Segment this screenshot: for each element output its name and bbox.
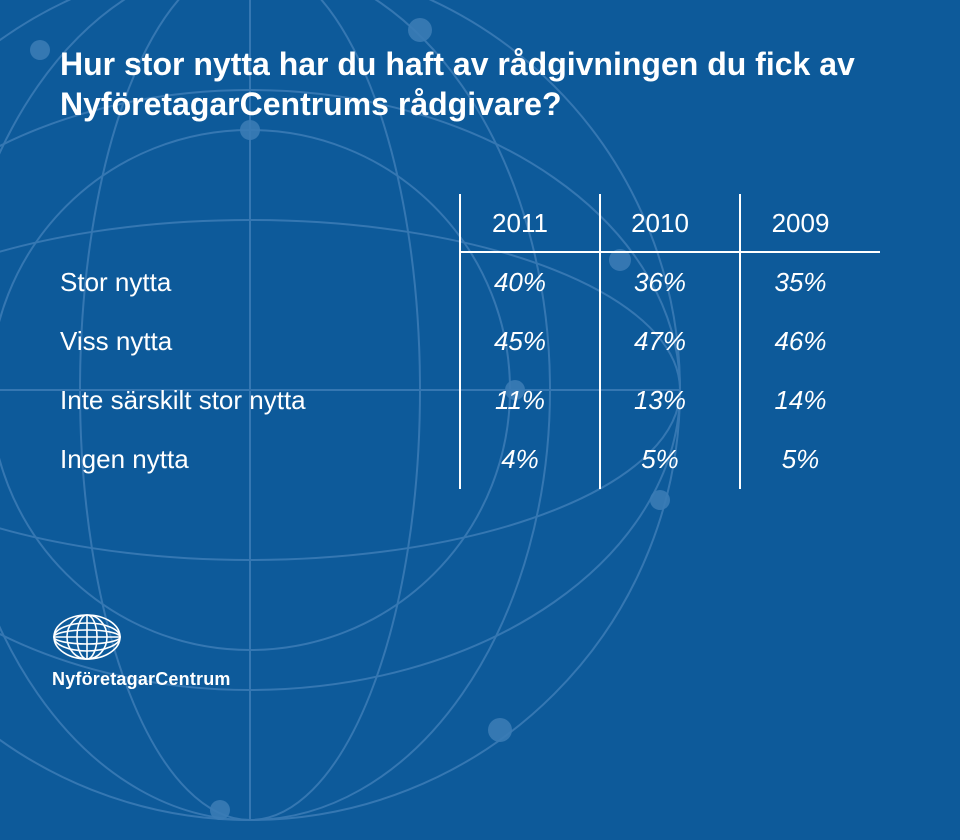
- table-row: Viss nytta 45% 47% 46%: [60, 312, 880, 371]
- row-label: Ingen nytta: [60, 430, 460, 489]
- table-row: Stor nytta 40% 36% 35%: [60, 252, 880, 312]
- cell-value: 46%: [740, 312, 880, 371]
- brand-logo: NyföretagarCentrum: [52, 613, 231, 690]
- cell-value: 45%: [460, 312, 600, 371]
- globe-icon: [52, 613, 122, 661]
- cell-value: 5%: [600, 430, 740, 489]
- cell-value: 47%: [600, 312, 740, 371]
- table-col-2011: 2011: [460, 194, 600, 252]
- table-col-2009: 2009: [740, 194, 880, 252]
- cell-value: 14%: [740, 371, 880, 430]
- table-row: Ingen nytta 4% 5% 5%: [60, 430, 880, 489]
- table-header-row: 2011 2010 2009: [60, 194, 880, 252]
- cell-value: 36%: [600, 252, 740, 312]
- brand-name: NyföretagarCentrum: [52, 669, 231, 690]
- cell-value: 5%: [740, 430, 880, 489]
- cell-value: 4%: [460, 430, 600, 489]
- table-header-empty: [60, 194, 460, 252]
- table-row: Inte särskilt stor nytta 11% 13% 14%: [60, 371, 880, 430]
- table-col-2010: 2010: [600, 194, 740, 252]
- row-label: Stor nytta: [60, 252, 460, 312]
- results-table: 2011 2010 2009 Stor nytta 40% 36% 35% Vi…: [60, 194, 880, 489]
- row-label: Inte särskilt stor nytta: [60, 371, 460, 430]
- cell-value: 40%: [460, 252, 600, 312]
- cell-value: 13%: [600, 371, 740, 430]
- page-title: Hur stor nytta har du haft av rådgivning…: [60, 44, 900, 124]
- cell-value: 11%: [460, 371, 600, 430]
- cell-value: 35%: [740, 252, 880, 312]
- row-label: Viss nytta: [60, 312, 460, 371]
